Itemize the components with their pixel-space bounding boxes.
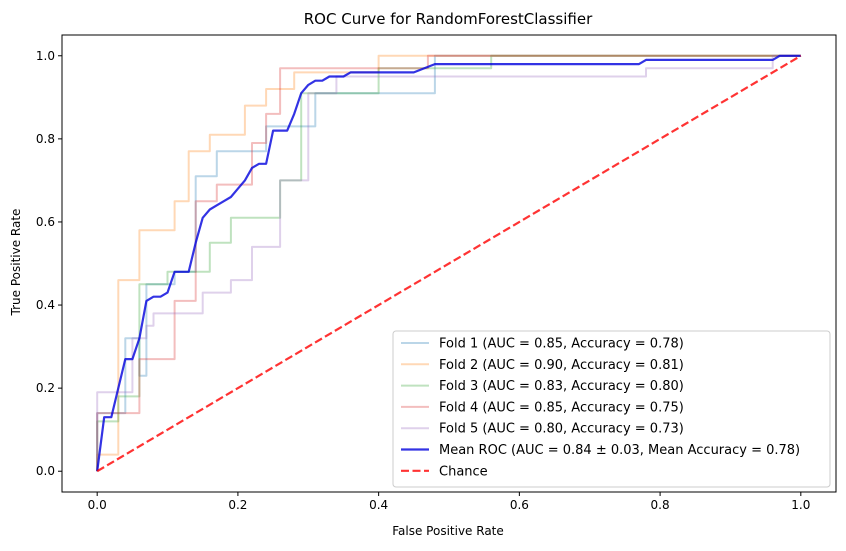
legend-label-1: Fold 1 (AUC = 0.85, Accuracy = 0.78): [439, 337, 684, 352]
legend-label-7: Chance: [439, 464, 488, 479]
y-tick-label: 0.0: [36, 464, 55, 478]
legend-label-4: Fold 4 (AUC = 0.85, Accuracy = 0.75): [439, 400, 684, 415]
legend-label-3: Fold 3 (AUC = 0.83, Accuracy = 0.80): [439, 379, 684, 394]
series-line-7: [96, 54, 802, 473]
x-tick-label: 0.6: [510, 498, 529, 512]
legend-label-2: Fold 2 (AUC = 0.90, Accuracy = 0.81): [439, 358, 684, 373]
y-tick-label: 1.0: [36, 49, 55, 63]
y-tick-label: 0.6: [36, 215, 55, 229]
series-line-4: [96, 54, 801, 472]
series-line-5: [96, 54, 801, 472]
plot-area: 0.0 0.2 0.4 0.6 0.8 1.0 0.0 0.2 0.4 0.6 0.8 1.0: [36, 34, 837, 512]
axes-frame: [61, 34, 837, 493]
series-line-6: [96, 54, 801, 472]
legend-label-6: Mean ROC (AUC = 0.84 ± 0.03, Mean Accura…: [439, 443, 800, 458]
x-tick-label: 0.4: [369, 498, 388, 512]
y-tick-label: 0.8: [36, 132, 55, 146]
legend-label-5: Fold 5 (AUC = 0.80, Accuracy = 0.73): [439, 422, 684, 437]
series-line-3: [96, 54, 801, 472]
series-line-1: [96, 54, 801, 472]
x-tick-label: 0.2: [228, 498, 247, 512]
legend: Fold 1 (AUC = 0.85, Accuracy = 0.78) Fold…: [392, 330, 831, 488]
x-tick-label: 0.8: [651, 498, 670, 512]
y-axis-label: True Positive Rate: [9, 209, 23, 317]
chart-title: ROC Curve for RandomForestClassifier: [304, 10, 593, 28]
x-axis-label: False Positive Rate: [392, 524, 504, 538]
x-tick-label: 1.0: [791, 498, 810, 512]
legend-box: [392, 330, 831, 488]
series-line-2: [96, 54, 801, 472]
x-tick-label: 0.0: [88, 498, 107, 512]
y-tick-label: 0.2: [36, 381, 55, 395]
y-tick-label: 0.4: [36, 298, 55, 312]
